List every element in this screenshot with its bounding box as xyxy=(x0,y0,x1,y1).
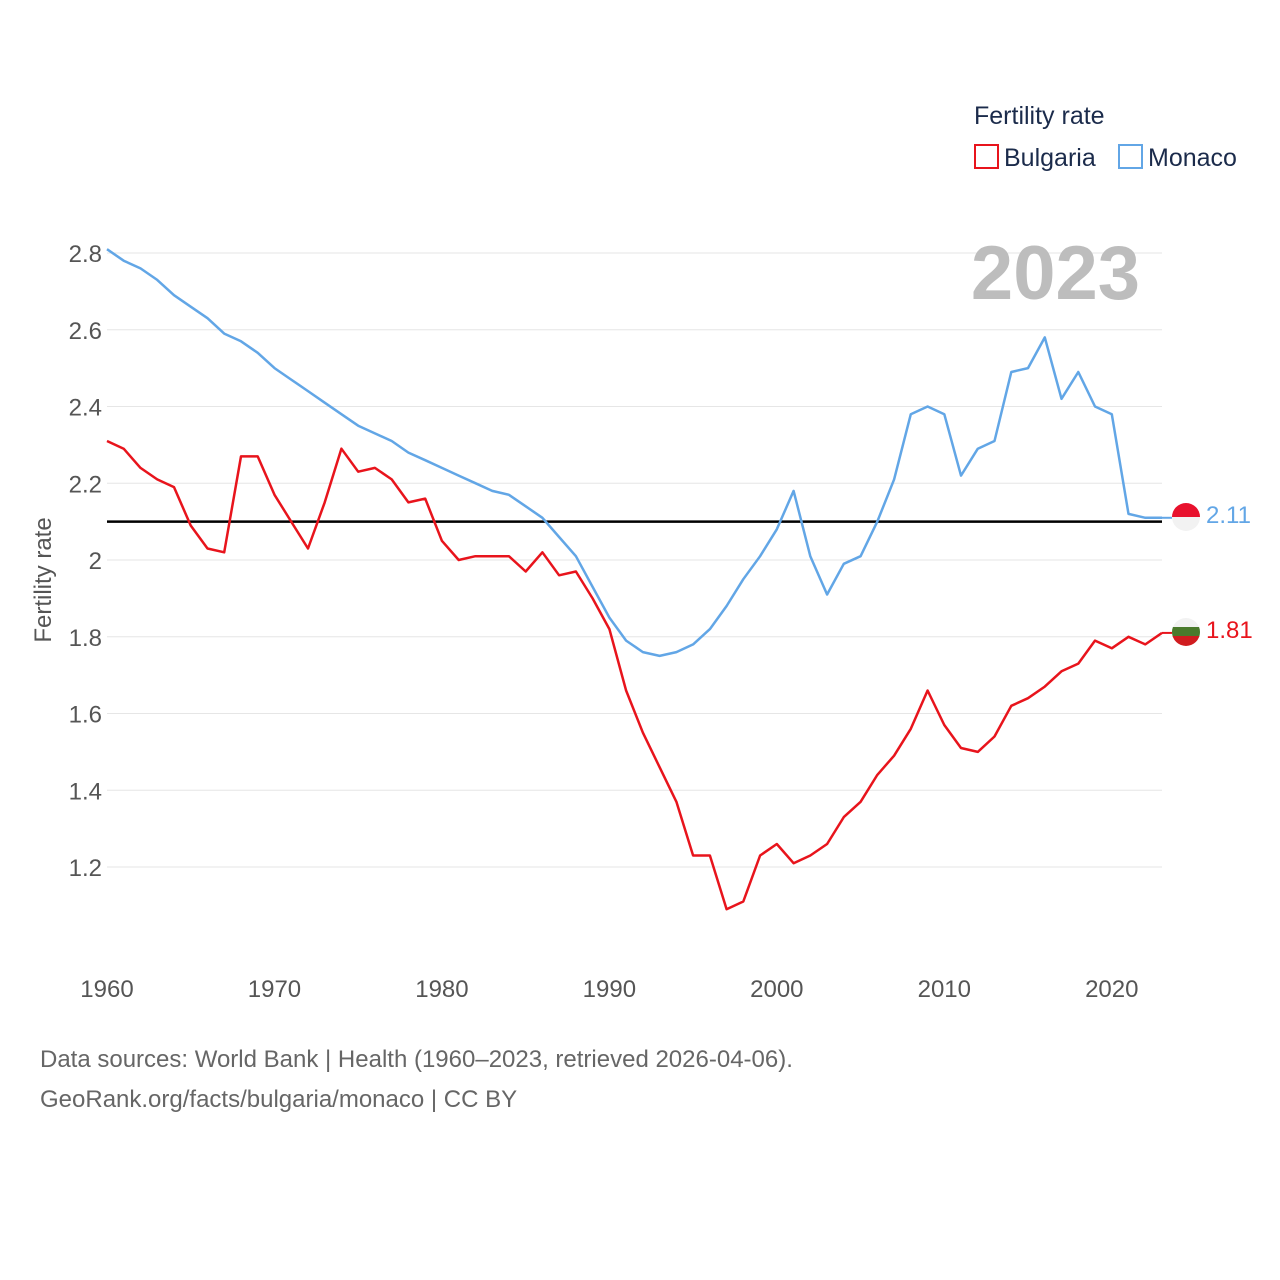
bulgaria-end-value: 1.81 xyxy=(1206,617,1253,644)
fertility-rate-chart: 1.21.41.61.822.22.42.62.8 1960 1970 1980 19… xyxy=(30,102,1253,1003)
y-tick-label: 2.4 xyxy=(69,395,102,422)
legend-label-bulgaria: Bulgaria xyxy=(1004,144,1096,172)
legend-swatch-bulgaria xyxy=(974,144,999,169)
x-tick-label: 1980 xyxy=(415,976,468,1003)
monaco-end-value: 2.11 xyxy=(1206,502,1251,529)
y-tick-label: 1.4 xyxy=(69,778,102,805)
monaco-flag-icon xyxy=(1172,503,1200,531)
legend-swatch-monaco xyxy=(1118,144,1143,169)
y-tick-label: 2.6 xyxy=(69,318,102,345)
x-tick-label: 1960 xyxy=(80,976,133,1003)
legend: Fertility rate Bulgaria Monaco xyxy=(974,102,1237,172)
y-tick-label: 1.2 xyxy=(69,855,102,882)
y-tick-label: 1.8 xyxy=(69,625,102,652)
x-tick-label: 2000 xyxy=(750,976,803,1003)
y-tick-label: 2.2 xyxy=(69,471,102,498)
series-line-bulgaria[interactable] xyxy=(106,439,1163,911)
legend-label-monaco: Monaco xyxy=(1148,144,1237,172)
footer-sources: Data sources: World Bank | Health (1960–… xyxy=(40,1046,793,1073)
y-tick-label: 2 xyxy=(89,548,102,575)
x-tick-label: 1970 xyxy=(248,976,301,1003)
y-axis-label: Fertility rate xyxy=(30,517,57,642)
x-axis-ticks: 1960 1970 1980 1990 2000 2010 2020 xyxy=(80,976,1138,1003)
x-tick-label: 2020 xyxy=(1085,976,1138,1003)
legend-item-bulgaria[interactable]: Bulgaria xyxy=(974,144,1096,172)
x-tick-label: 1990 xyxy=(583,976,636,1003)
bulgaria-flag-icon xyxy=(1172,618,1200,646)
grid-lines xyxy=(107,252,1162,868)
legend-item-monaco[interactable]: Monaco xyxy=(1118,144,1237,172)
y-tick-label: 2.8 xyxy=(69,241,102,268)
y-axis-ticks: 1.2 1.4 1.6 1.8 2 2.2 2.4 2.6 2.8 xyxy=(69,241,102,882)
current-year-label: 2023 xyxy=(971,231,1140,316)
x-tick-label: 2010 xyxy=(918,976,971,1003)
legend-title: Fertility rate xyxy=(974,102,1105,130)
footer-attribution[interactable]: GeoRank.org/facts/bulgaria/monaco | CC B… xyxy=(40,1086,518,1113)
y-tick-label: 1.6 xyxy=(69,702,102,729)
series-line-monaco[interactable] xyxy=(106,248,1162,658)
series-lines xyxy=(106,248,1172,911)
